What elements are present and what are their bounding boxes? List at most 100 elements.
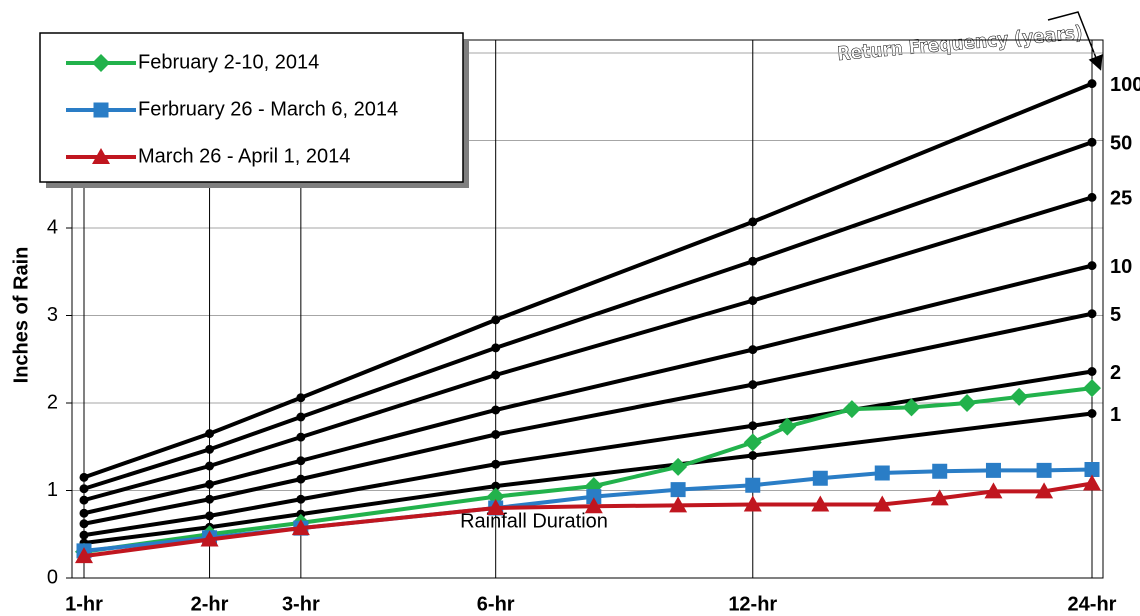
frequency-point: [79, 495, 89, 505]
frequency-point: [748, 421, 758, 431]
marker: [811, 495, 830, 512]
marker: [486, 499, 505, 515]
marker: [873, 495, 892, 512]
frequency-point: [748, 217, 758, 227]
frequency-point: [205, 511, 215, 521]
marker: [874, 465, 890, 481]
frequency-point: [491, 315, 501, 325]
marker: [584, 497, 603, 514]
marker: [1084, 462, 1100, 477]
y-tick-label: 0: [47, 566, 58, 588]
frequency-point: [296, 412, 306, 422]
frequency-curve: [83, 411, 1093, 545]
marker: [842, 400, 861, 419]
frequency-curve: [83, 140, 1093, 491]
frequency-curve: [83, 81, 1093, 480]
y-tick-label: 3: [47, 304, 58, 326]
frequency-point: [1087, 367, 1097, 376]
curve-label: 5: [1110, 304, 1121, 326]
frequency-curve: [83, 195, 1093, 503]
marker: [92, 54, 110, 72]
marker: [984, 482, 1003, 499]
marker: [93, 102, 109, 118]
legend-label: Ferbruary 26 - March 6, 2014: [138, 98, 398, 120]
frequency-point: [205, 444, 215, 454]
frequency-point: [748, 256, 758, 266]
frequency-curve: [83, 263, 1093, 516]
x-tick-label: 3-hr: [282, 593, 320, 615]
frequency-point: [748, 380, 758, 390]
frequency-point: [1087, 79, 1097, 89]
frequency-point: [296, 456, 306, 466]
frequency-point: [296, 494, 306, 504]
frequency-point: [205, 479, 215, 489]
frequency-point: [1087, 409, 1097, 418]
y-axis-label: Inches of Rain: [10, 247, 32, 384]
x-tick-label: 24-hr: [1068, 593, 1117, 615]
x-tick-label: 12-hr: [728, 593, 777, 615]
plot-frame: [71, 39, 1104, 579]
y-tick-label: 2: [47, 391, 58, 413]
marker: [291, 519, 310, 536]
marker: [670, 482, 686, 498]
frequency-point: [491, 343, 501, 353]
frequency-point: [79, 472, 89, 482]
marker: [1083, 379, 1101, 398]
curve-label: 100: [1110, 74, 1140, 96]
x-tick-label: 1-hr: [65, 593, 103, 615]
marker: [1083, 474, 1101, 491]
marker: [1010, 387, 1029, 406]
marker: [745, 477, 761, 493]
frequency-point: [205, 494, 215, 504]
frequency-point: [1087, 192, 1097, 202]
legend-label: March 26 - April 1, 2014: [138, 145, 350, 167]
marker: [932, 463, 948, 479]
frequency-point: [296, 393, 306, 403]
curve-label: 10: [1110, 256, 1132, 278]
y-tick-label: 1: [47, 479, 58, 501]
annotation: Return Frequency (years): [836, 22, 1083, 65]
frequency-point: [296, 432, 306, 442]
marker: [1036, 462, 1052, 478]
marker: [75, 547, 93, 564]
curve-label: 1: [1110, 404, 1121, 426]
marker: [1035, 482, 1054, 499]
marker: [669, 496, 688, 513]
frequency-point: [205, 429, 215, 439]
marker: [669, 457, 688, 476]
frequency-point: [205, 461, 215, 471]
marker: [778, 417, 797, 436]
curve-label: 50: [1110, 133, 1132, 155]
marker: [902, 398, 921, 417]
curve-label: 2: [1110, 362, 1121, 384]
frequency-point: [79, 530, 89, 540]
frequency-point: [491, 481, 501, 491]
x-tick-label: 6-hr: [477, 593, 515, 615]
marker: [743, 433, 762, 452]
marker: [743, 495, 762, 512]
x-tick-label: 2-hr: [191, 593, 229, 615]
frequency-point: [79, 508, 89, 518]
frequency-point: [491, 459, 501, 469]
frequency-point: [1087, 309, 1097, 319]
marker: [985, 462, 1001, 478]
annotation: Rainfall Duration: [460, 510, 608, 532]
marker: [92, 148, 110, 164]
y-tick-label: 4: [47, 216, 58, 238]
marker: [586, 489, 602, 505]
frequency-point: [296, 474, 306, 484]
marker: [930, 489, 949, 506]
frequency-point: [79, 519, 89, 529]
frequency-point: [748, 296, 758, 306]
annotation-arrow: [1047, 11, 1103, 71]
curve-label: 25: [1110, 188, 1132, 210]
frequency-point: [748, 345, 758, 355]
frequency-point: [748, 451, 758, 460]
frequency-curve: [83, 311, 1093, 526]
frequency-point: [491, 370, 501, 380]
frequency-point: [1087, 261, 1097, 271]
frequency-point: [491, 405, 501, 415]
marker: [200, 530, 219, 547]
legend: February 2-10, 2014 Ferbruary 26 - March …: [39, 32, 469, 188]
